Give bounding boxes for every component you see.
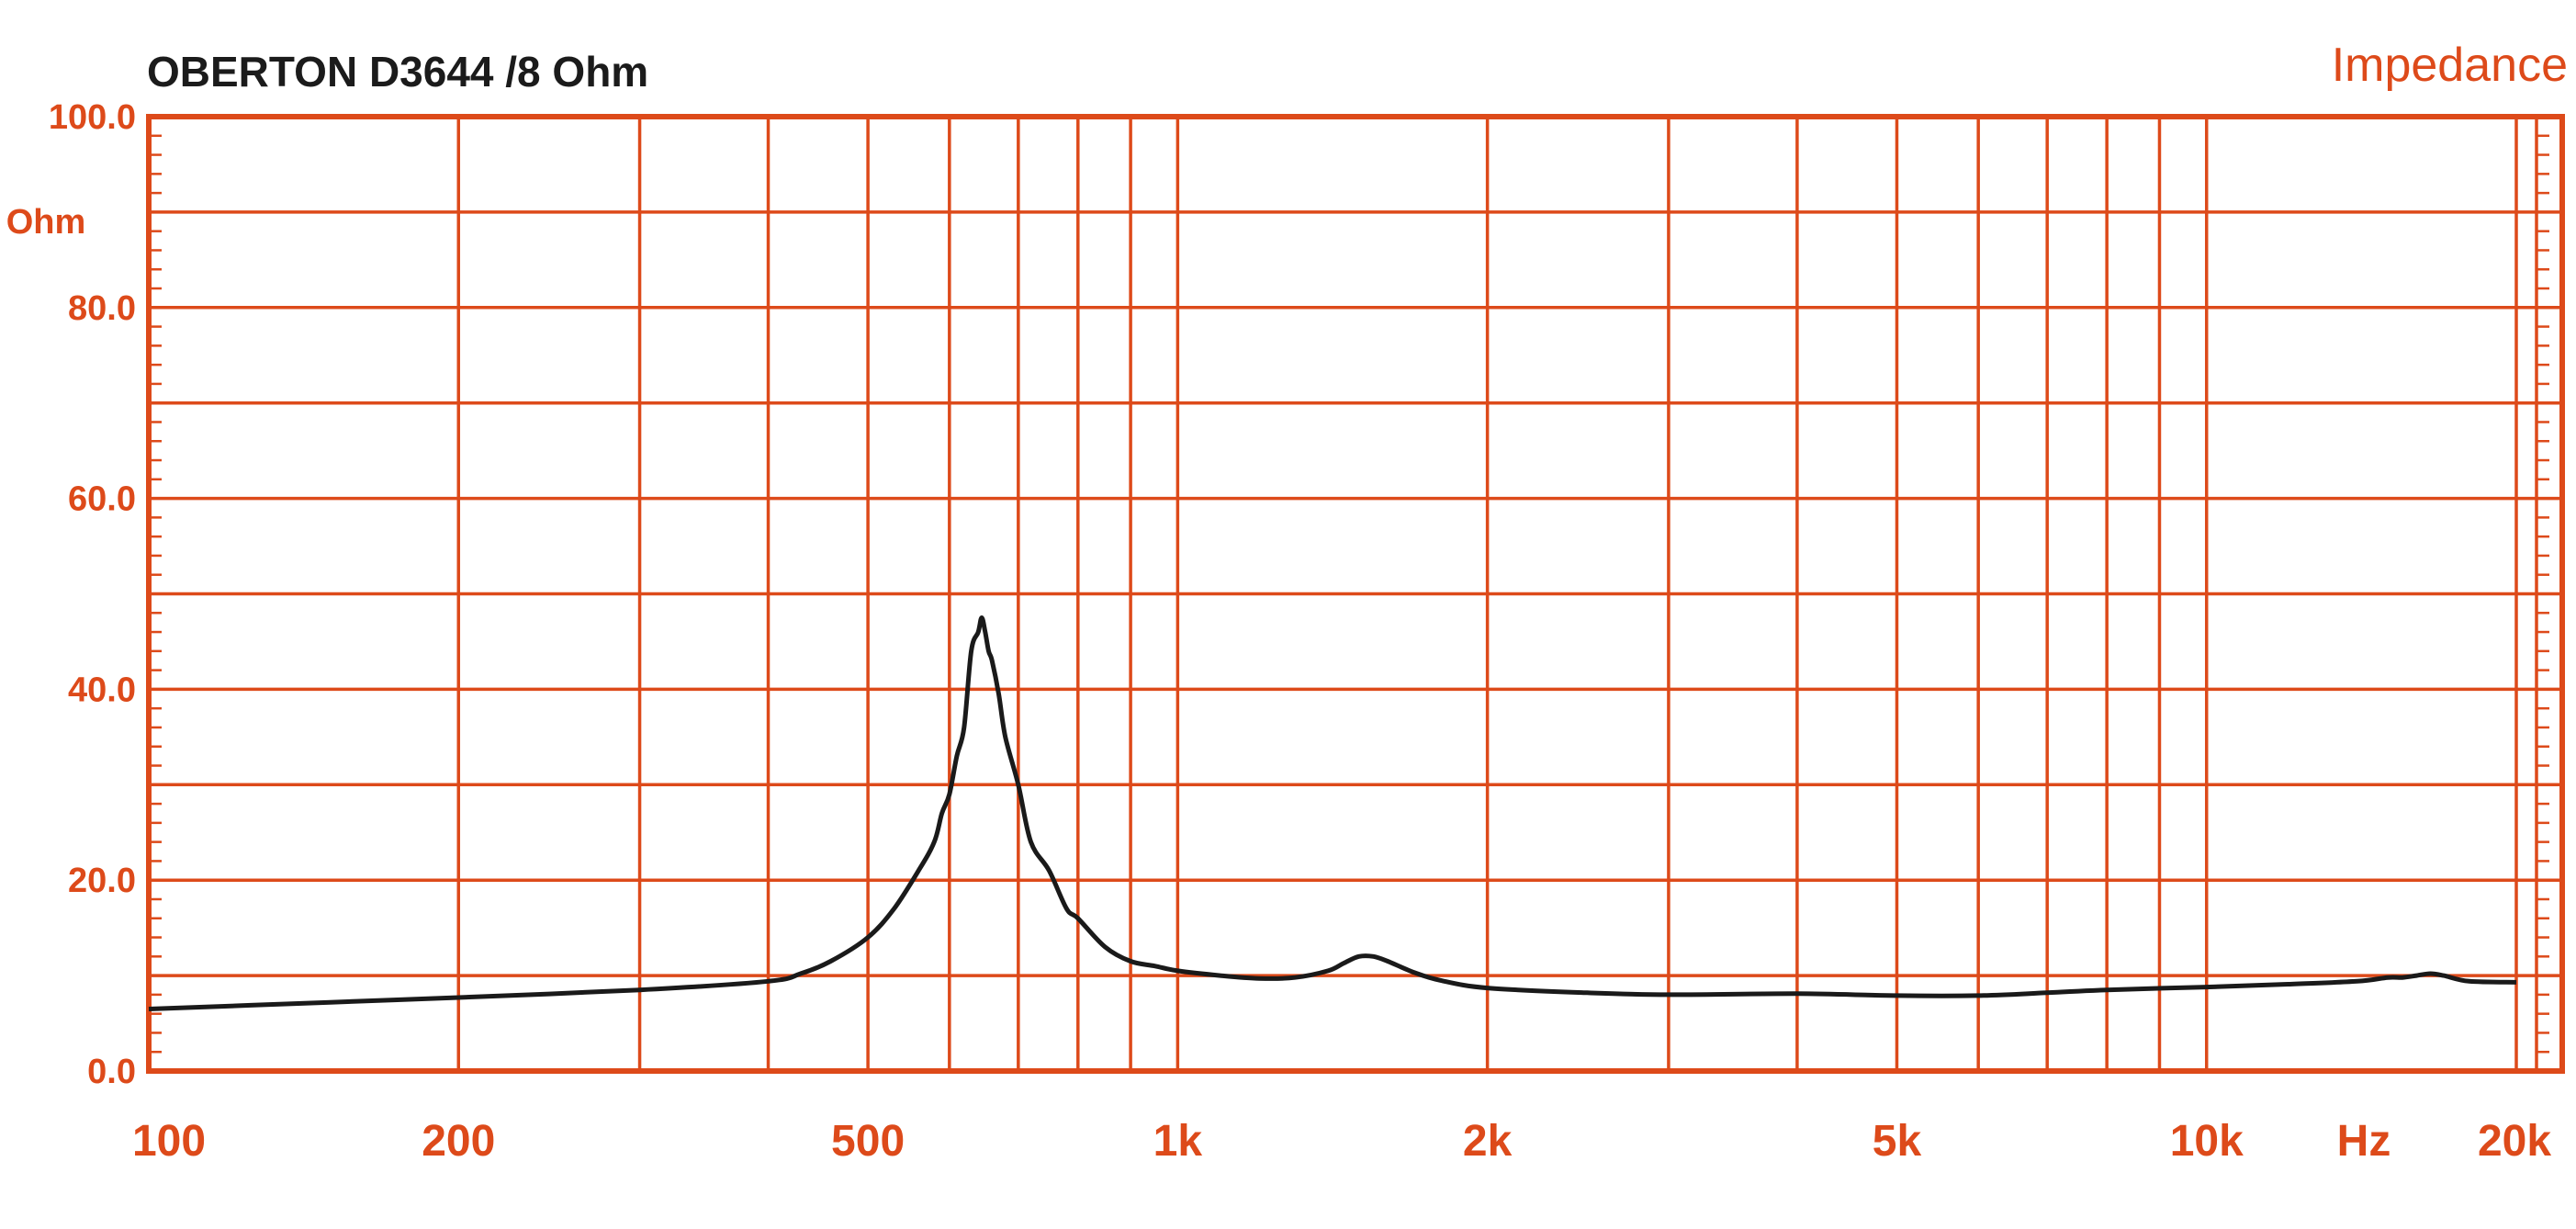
x-tick-label: 100 (132, 1117, 206, 1166)
y-tick-label: 40.0 (68, 671, 136, 709)
x-tick-label: 20k (2478, 1117, 2551, 1166)
y-axis-labels: 0.0 20.0 40.0 60.0 80.0 100.0 (49, 98, 136, 1091)
chart-title: OBERTON D3644 /8 Ohm (147, 48, 648, 96)
x-tick-label: 5k (1873, 1117, 1922, 1166)
x-tick-label: 2k (1463, 1117, 1513, 1166)
y-tick-label: 80.0 (68, 289, 136, 328)
plot-frame (146, 114, 2565, 1074)
grid (147, 115, 2562, 1073)
x-tick-label: 500 (831, 1117, 905, 1166)
y-tick-label: 100.0 (49, 98, 136, 137)
y-tick-label: 0.0 (87, 1053, 136, 1091)
impedance-label: Impedance (2332, 39, 2568, 92)
x-axis-labels: 100 200 500 1k 2k 5k 10k 20k (132, 1117, 2551, 1166)
x-axis-unit: Hz (2337, 1117, 2391, 1166)
y-axis-unit: Ohm (6, 203, 86, 242)
y-tick-label: 20.0 (68, 862, 136, 900)
y-tick-label: 60.0 (68, 480, 136, 519)
x-tick-label: 1k (1153, 1117, 1203, 1166)
x-tick-label: 10k (2170, 1117, 2244, 1166)
impedance-curve (148, 615, 2517, 1011)
x-tick-label: 200 (422, 1117, 495, 1166)
